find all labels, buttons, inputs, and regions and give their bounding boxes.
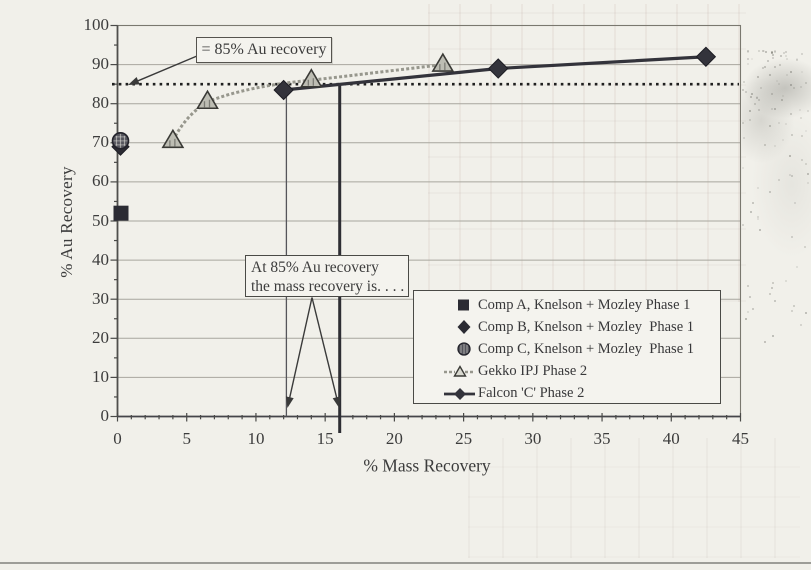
legend-marker-falcon [414, 386, 476, 402]
x-tick-label: 5 [182, 429, 191, 448]
gekko-point-0 [161, 128, 185, 149]
y-tick-label: 10 [92, 366, 109, 386]
legend-marker-diamond [414, 319, 476, 335]
legend-item: Comp C, Knelson + Mozley Phase 1 [414, 338, 720, 360]
mass-arrow-left-head [285, 396, 294, 408]
y-tick-label: 20 [92, 327, 109, 347]
gekko-point-2 [299, 68, 323, 88]
legend-label: Comp C, Knelson + Mozley Phase 1 [478, 340, 694, 357]
scan-edge-line [0, 562, 811, 564]
legend-marker-gekko [414, 364, 476, 380]
y-tick-label: 80 [92, 93, 109, 113]
scan-bleedthrough-artifact-top [428, 4, 746, 302]
mass-recovery-callout: At 85% Au recovery the mass recovery is.… [245, 255, 409, 297]
x-tick-label: 40 [662, 429, 680, 448]
legend-item: Comp B, Knelson + Mozley Phase 1 [414, 316, 720, 338]
x-tick-label: 0 [113, 429, 122, 448]
x-tick-label: 30 [524, 429, 542, 448]
x-axis-title: % Mass Recovery [363, 455, 491, 476]
reference-line-callout-text: = 85% Au recovery [201, 41, 327, 58]
falcon-point-1 [488, 58, 509, 79]
y-tick-label: 90 [92, 54, 109, 74]
legend-label: Gekko IPJ Phase 2 [478, 363, 588, 380]
y-tick-label: 30 [92, 288, 109, 308]
mass-arrow-right-head [332, 396, 341, 408]
legend-item: Falcon 'C' Phase 2 [414, 383, 720, 405]
legend: Comp A, Knelson + Mozley Phase 1 Comp B, … [413, 290, 721, 404]
legend-label: Comp B, Knelson + Mozley Phase 1 [478, 318, 694, 335]
ref-callout-arrow-shaft [133, 55, 198, 84]
legend-marker-square [414, 297, 476, 313]
mass-arrow-left-shaft [288, 297, 313, 403]
ref-callout-arrow-head [128, 77, 140, 85]
x-tick-label: 20 [385, 429, 403, 448]
y-tick-label: 40 [92, 249, 109, 269]
y-tick-label: 70 [92, 132, 109, 152]
y-tick-label: 0 [100, 406, 110, 425]
reference-line-callout: = 85% Au recovery [196, 37, 332, 63]
y-tick-label: 50 [92, 210, 109, 230]
x-tick-label: 25 [455, 429, 473, 448]
comp-a-point [113, 205, 129, 221]
x-tick-label: 15 [316, 429, 334, 448]
y-tick-label: 100 [83, 15, 110, 34]
scan-bleedthrough-artifact-bottom [468, 438, 800, 558]
gekko-point-1 [196, 89, 219, 110]
mass-recovery-callout-line2: the mass recovery is. . . . [251, 278, 405, 295]
legend-marker-hatched-circle [414, 341, 476, 357]
gekko-point-3 [431, 52, 455, 72]
falcon-point-2 [695, 46, 717, 67]
legend-label: Comp A, Knelson + Mozley Phase 1 [478, 296, 691, 313]
mass-recovery-callout-line1: At 85% Au recovery [251, 259, 379, 276]
legend-item: Comp A, Knelson + Mozley Phase 1 [414, 294, 720, 316]
x-tick-label: 35 [593, 429, 611, 448]
falcon-point-0 [273, 79, 294, 101]
x-tick-label: 45 [732, 429, 749, 448]
legend-label: Falcon 'C' Phase 2 [478, 385, 585, 402]
mass-arrow-right-shaft [311, 297, 339, 403]
scan-noise-artifact [742, 50, 811, 370]
x-tick-label: 10 [247, 429, 265, 448]
legend-item: Gekko IPJ Phase 2 [414, 361, 720, 383]
y-tick-label: 60 [92, 171, 109, 191]
gekko-line [171, 63, 444, 142]
